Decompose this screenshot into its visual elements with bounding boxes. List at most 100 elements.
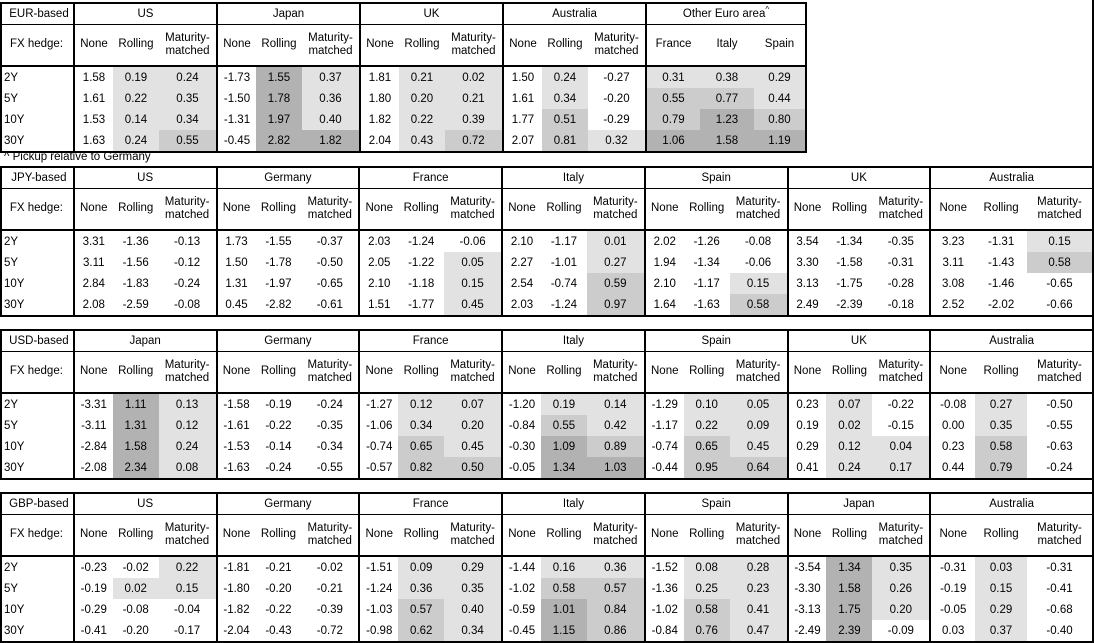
col-header: Maturity-​matched (586, 514, 645, 557)
value-cell: 2.03 (501, 294, 541, 316)
value-cell: 0.36 (586, 556, 645, 578)
col-header: None (501, 514, 541, 557)
value-cell: 1.06 (645, 130, 700, 152)
value-cell: 0.07 (444, 393, 503, 415)
value-cell: 1.15 (540, 620, 587, 642)
value-cell: -1.26 (683, 230, 730, 252)
value-cell: -1.61 (215, 415, 256, 436)
value-cell: 1.73 (215, 230, 256, 252)
value-cell: 0.58 (540, 578, 587, 599)
value-cell: 0.79 (975, 457, 1028, 479)
value-cell: 3.08 (929, 273, 976, 294)
value-cell: 0.25 (683, 578, 730, 599)
value-cell: -0.27 (588, 66, 646, 88)
value-cell: 0.50 (444, 457, 503, 479)
col-header: Rolling (540, 351, 587, 394)
value-cell: -0.31 (1027, 556, 1093, 578)
col-header: None (358, 351, 399, 394)
value-cell: 0.29 (786, 436, 827, 457)
value-cell: 0.13 (158, 393, 217, 415)
country-header-us: US (72, 167, 217, 189)
value-cell: 1.75 (826, 599, 873, 620)
value-cell: 1.78 (256, 88, 302, 109)
value-cell: -0.04 (158, 599, 217, 620)
col-header: Rolling (826, 188, 873, 231)
col-header: Rolling (683, 188, 730, 231)
col-header: None (786, 514, 827, 557)
col-header: Rolling (113, 24, 159, 67)
value-cell: -0.61 (301, 294, 360, 316)
footnote: ^ Pickup relative to Germany (4, 151, 151, 163)
value-cell: -1.03 (358, 599, 399, 620)
value-cell: -1.01 (540, 252, 587, 273)
col-header: France (645, 24, 700, 67)
col-header: Spain (754, 24, 806, 67)
value-cell: 0.17 (872, 457, 931, 479)
value-cell: -0.02 (112, 556, 159, 578)
value-cell: -0.34 (301, 436, 360, 457)
col-header: None (72, 351, 113, 394)
col-header: None (501, 351, 541, 394)
col-header: Rolling (255, 188, 302, 231)
value-cell: 0.15 (444, 273, 503, 294)
value-cell: -0.08 (158, 294, 217, 316)
value-cell: -0.24 (301, 393, 360, 415)
value-cell: -0.35 (872, 230, 931, 252)
col-header: Maturity-​matched (729, 351, 788, 394)
tenor-label: 30Y (4, 134, 25, 147)
tenor-label: 5Y (4, 256, 19, 269)
value-cell: -0.08 (112, 599, 159, 620)
value-cell: 0.00 (929, 415, 976, 436)
col-header: Rolling (542, 24, 588, 67)
col-header: None (215, 188, 256, 231)
value-cell: 0.26 (872, 578, 931, 599)
hedge-header-row: FX hedge: None Rolling Maturity-​matched Non… (1, 351, 1093, 394)
value-cell: 2.82 (256, 130, 302, 152)
value-cell: 0.22 (158, 556, 217, 578)
tenor-label: 10Y (4, 603, 25, 616)
value-cell: -1.52 (643, 556, 684, 578)
value-cell: 2.08 (72, 294, 113, 316)
col-header: Rolling (975, 514, 1028, 557)
col-header: None (359, 24, 399, 67)
value-cell: 0.15 (729, 273, 788, 294)
country-header-uk: UK (786, 330, 931, 352)
tenor-label: 2Y (4, 398, 19, 411)
value-cell: 0.24 (542, 66, 588, 88)
value-cell: -0.43 (255, 620, 302, 642)
tenor-label: 10Y (4, 113, 25, 126)
value-cell: 0.35 (975, 415, 1028, 436)
value-cell: -0.24 (255, 457, 302, 479)
value-cell: 0.36 (398, 578, 445, 599)
col-header: None (72, 188, 113, 231)
value-cell: 0.12 (398, 393, 445, 415)
col-header: None (358, 514, 399, 557)
base-label: EUR-based (1, 3, 74, 25)
value-cell: 3.11 (72, 252, 113, 273)
value-cell: 0.22 (683, 415, 730, 436)
value-cell: 2.39 (826, 620, 873, 642)
hedge-header-row: FX hedge: None Rolling Maturity-​matched Non… (1, 188, 1093, 231)
data-row-5y: 5Y 3.11 -1.56 -0.12 1.50 -1.78 -0.50 2.05 -1.22 0… (1, 252, 1093, 273)
country-header-other-euro-area: Other Euro area^ (645, 3, 806, 25)
value-cell: -1.81 (215, 556, 256, 578)
value-cell: 0.40 (302, 109, 360, 130)
col-header: Rolling (826, 351, 873, 394)
col-header: None (929, 514, 976, 557)
table-eur-based: EUR-based US Japan UK Australia Other Euro ar… (0, 2, 807, 153)
value-cell: -0.19 (255, 393, 302, 415)
tenor-label: 30Y (4, 298, 25, 311)
value-cell: 2.49 (786, 294, 827, 316)
value-cell: -0.31 (929, 556, 976, 578)
col-header: None (643, 351, 684, 394)
value-cell: 0.43 (399, 130, 445, 152)
value-cell: 1.58 (73, 66, 113, 88)
value-cell: 0.29 (754, 66, 806, 88)
col-header: Maturity-​matched (301, 514, 360, 557)
value-cell: -1.58 (215, 393, 256, 415)
country-header-spain: Spain (643, 493, 788, 515)
country-header-australia: Australia (502, 3, 646, 25)
value-cell: 0.05 (444, 252, 503, 273)
value-cell: 1.23 (700, 109, 754, 130)
value-cell: -0.19 (72, 578, 113, 599)
